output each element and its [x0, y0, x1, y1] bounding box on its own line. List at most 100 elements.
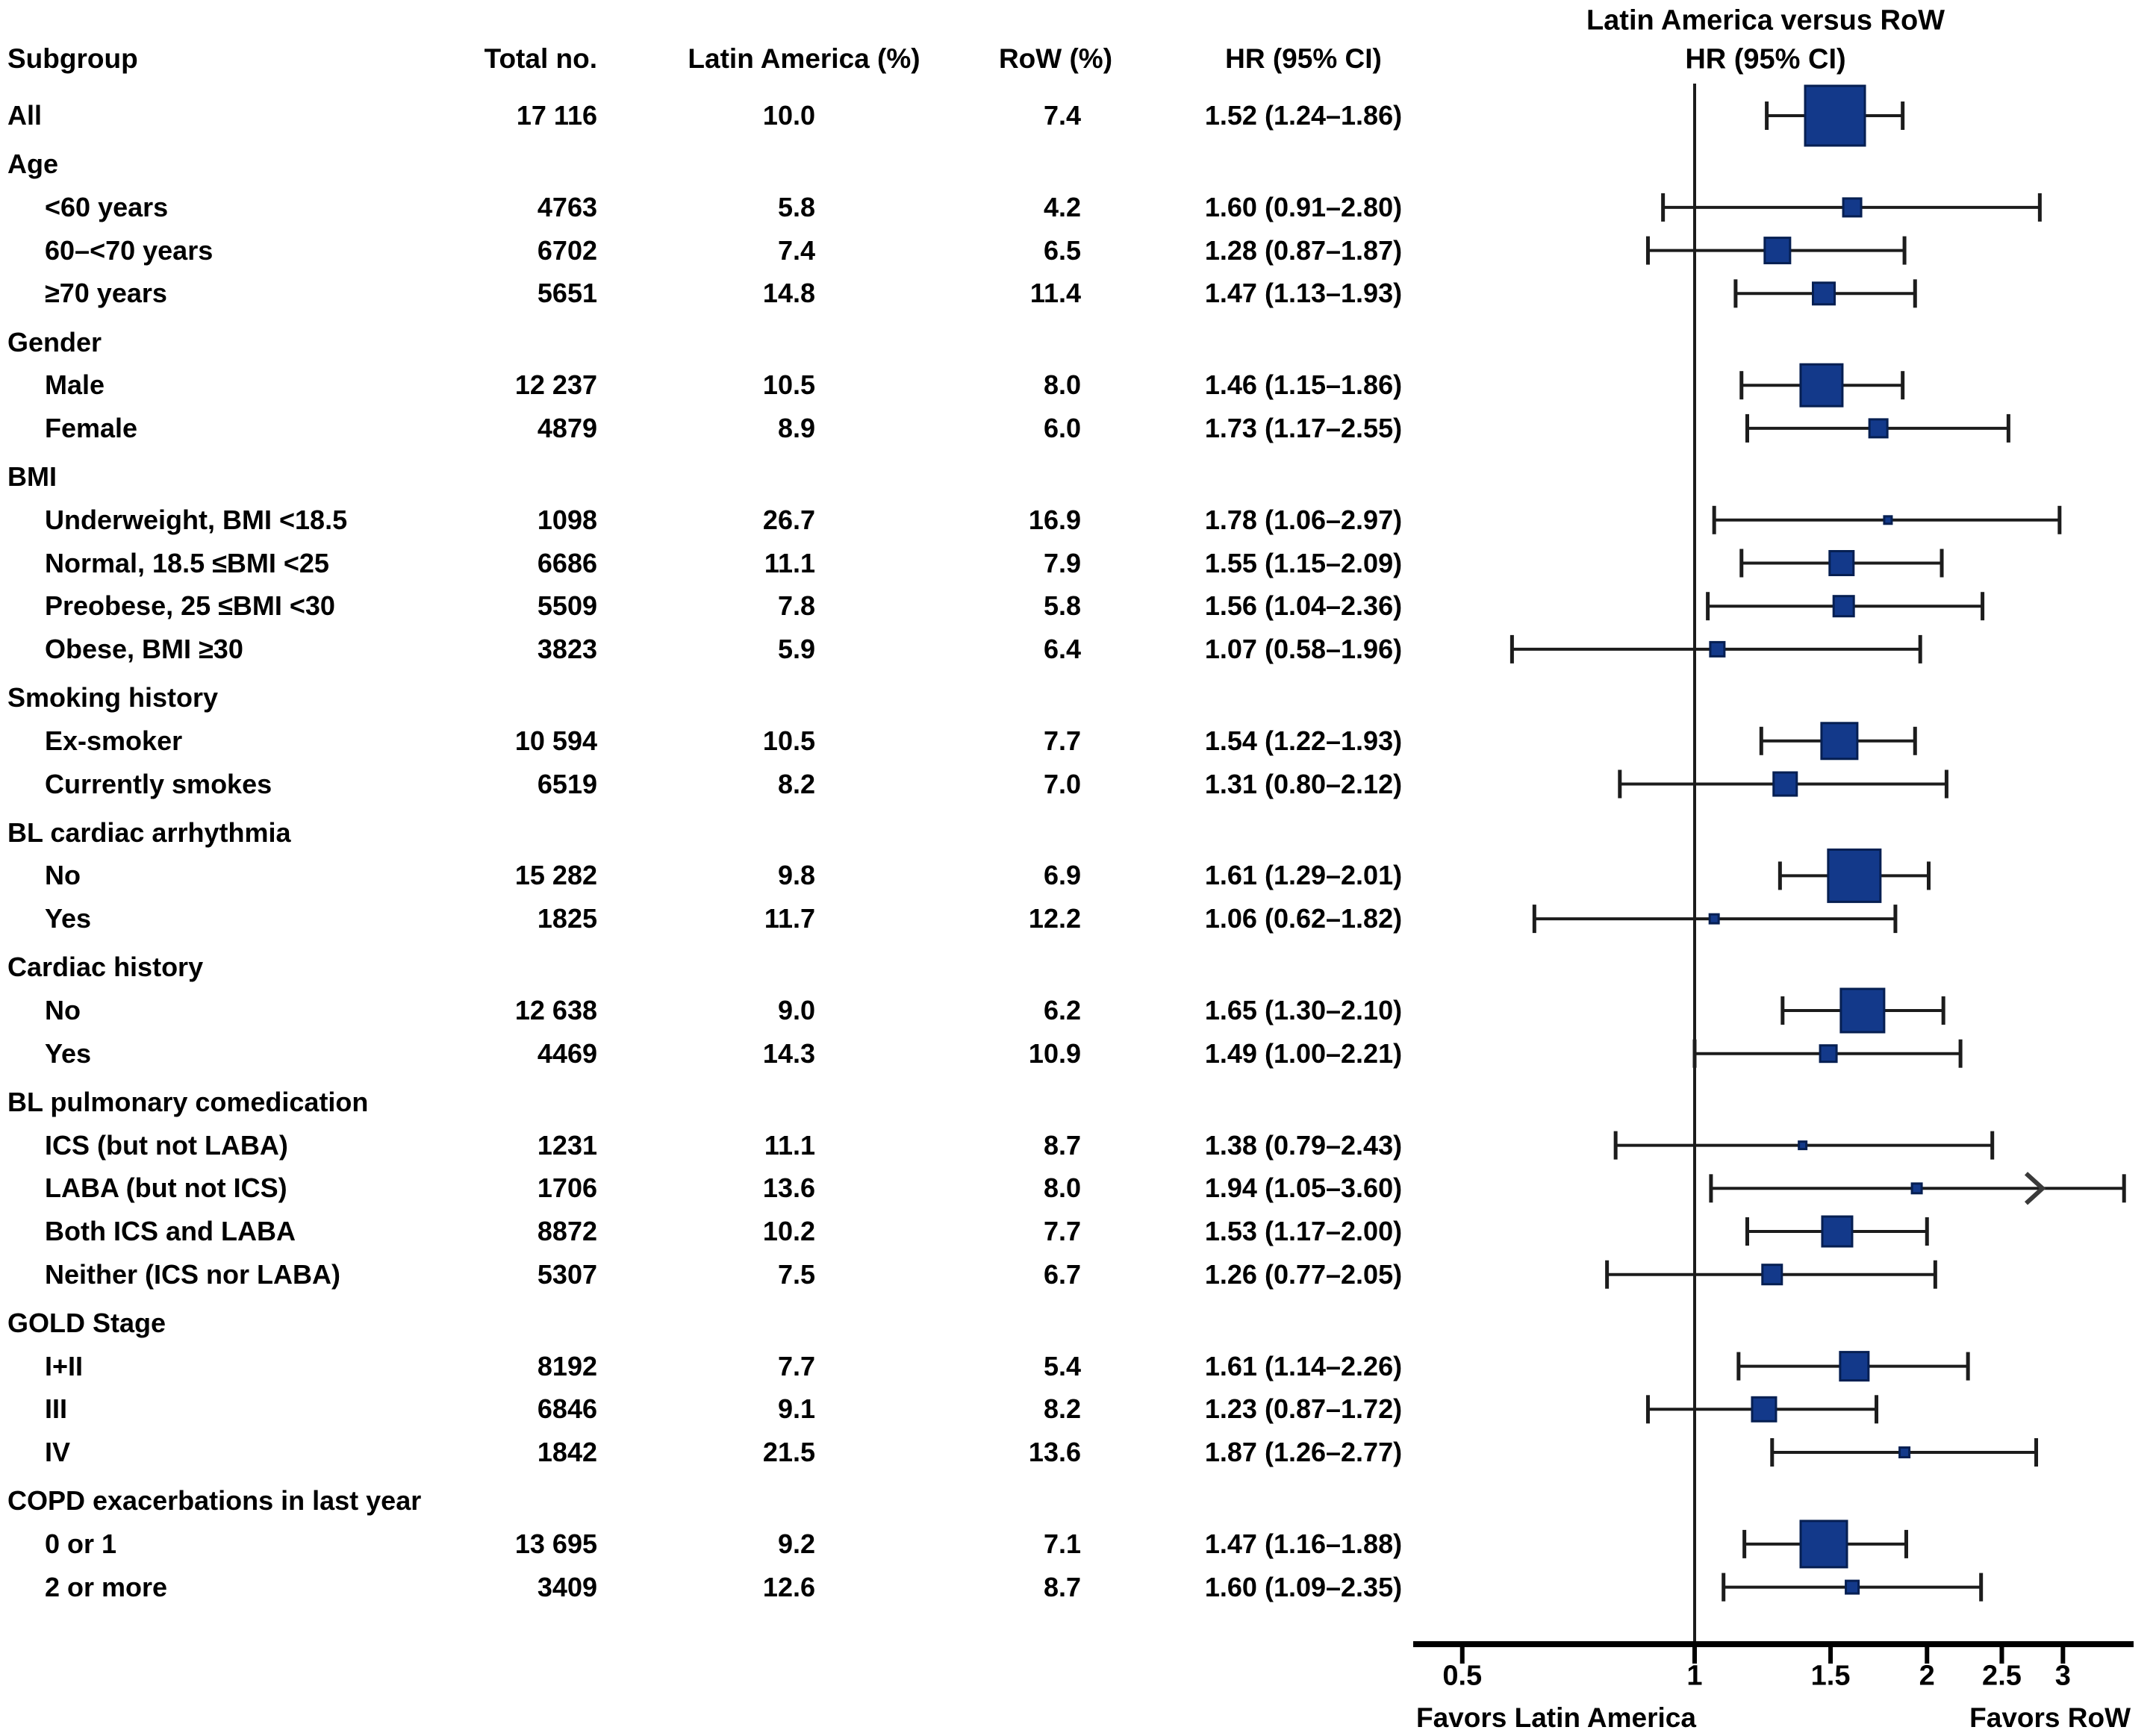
row-pct: 10.9	[1028, 1037, 1081, 1069]
subgroup-label: III	[45, 1393, 68, 1425]
latam-pct: 11.7	[764, 903, 815, 934]
hr-ci-text: 1.06 (0.62–1.82)	[1204, 903, 1403, 934]
section-row: Gender	[0, 321, 1463, 364]
hr-marker	[1828, 550, 1855, 576]
section-row: Smoking history	[0, 676, 1463, 719]
hr-ci-text: 1.52 (1.24–1.86)	[1204, 100, 1403, 131]
latam-pct: 10.2	[762, 1216, 815, 1246]
total-no: 4469	[537, 1037, 597, 1069]
hr-ci-text: 1.31 (0.80–2.12)	[1204, 768, 1403, 799]
row-pct: 8.2	[1043, 1393, 1081, 1425]
latam-pct: 5.8	[777, 191, 815, 222]
row-pct: 5.4	[1043, 1350, 1081, 1381]
hr-marker	[1842, 197, 1863, 218]
hr-ci-text: 1.28 (0.87–1.87)	[1204, 234, 1403, 266]
table-row: 0 or 1 13 695 9.2 7.1 1.47 (1.16–1.88)	[0, 1523, 1463, 1566]
total-no: 10 594	[514, 725, 597, 756]
section-row: Age	[0, 143, 1463, 186]
total-no: 17 116	[516, 100, 597, 131]
hr-marker	[1868, 418, 1889, 439]
section-row: GOLD Stage	[0, 1302, 1463, 1345]
hr-ci-text: 1.87 (1.26–2.77)	[1204, 1437, 1403, 1467]
hr-ci-text: 1.23 (0.87–1.72)	[1204, 1393, 1403, 1425]
total-no: 5509	[537, 590, 597, 622]
hr-ci-text: 1.61 (1.14–2.26)	[1204, 1350, 1403, 1381]
table-row: Ex-smoker 10 594 10.5 7.7 1.54 (1.22–1.93)	[0, 719, 1463, 763]
table-row: Normal, 18.5 ≤BMI <25 6686 11.1 7.9 1.55 (1.…	[0, 542, 1463, 585]
subgroup-label: Ex-smoker	[45, 725, 183, 756]
subgroup-label: 0 or 1	[45, 1528, 117, 1559]
subgroup-label: Neither (ICS nor LABA)	[45, 1258, 340, 1290]
subgroup-label: All	[7, 100, 43, 131]
latam-pct: 12.6	[762, 1571, 815, 1602]
row-pct: 8.7	[1043, 1571, 1081, 1602]
hr-marker	[1751, 1396, 1778, 1423]
total-no: 6846	[537, 1393, 597, 1425]
total-no: 6686	[537, 547, 597, 578]
hr-ci-text: 1.38 (0.79–2.43)	[1204, 1129, 1403, 1161]
subgroup-label: Female	[45, 412, 138, 443]
total-no: 3409	[537, 1571, 597, 1602]
row-pct: 7.1	[1043, 1528, 1081, 1559]
total-no: 5651	[537, 278, 597, 309]
hr-marker	[1821, 1215, 1854, 1248]
hr-ci-text: 1.54 (1.22–1.93)	[1204, 725, 1403, 756]
subgroup-label: Smoking history	[7, 682, 219, 713]
latam-pct: 10.0	[762, 100, 815, 131]
table-row: 60–<70 years 6702 7.4 6.5 1.28 (0.87–1.87)	[0, 229, 1463, 272]
hr-marker	[1709, 640, 1726, 658]
table-row: ICS (but not LABA) 1231 11.1 8.7 1.38 (0.79–…	[0, 1124, 1463, 1167]
hr-marker	[1839, 1351, 1870, 1382]
row-pct: 13.6	[1028, 1437, 1081, 1467]
hr-marker	[1898, 1446, 1911, 1458]
total-no: 1098	[537, 504, 597, 535]
total-no: 12 638	[514, 995, 597, 1025]
column-header-hr-ci: HR (95% CI)	[1225, 43, 1382, 74]
subgroup-label: Preobese, 25 ≤BMI <30	[45, 590, 335, 622]
row-pct: 7.0	[1043, 768, 1081, 799]
hr-ci-text: 1.78 (1.06–2.97)	[1204, 504, 1403, 535]
latam-pct: 21.5	[762, 1437, 815, 1467]
hr-ci-text: 1.07 (0.58–1.96)	[1204, 633, 1403, 664]
hr-ci-text: 1.56 (1.04–2.36)	[1204, 590, 1403, 622]
subgroup-label: GOLD Stage	[7, 1307, 166, 1338]
table-row: Underweight, BMI <18.5 1098 26.7 16.9 1.78 (…	[0, 499, 1463, 542]
row-pct: 7.9	[1043, 547, 1081, 578]
hr-ci-text: 1.46 (1.15–1.86)	[1204, 369, 1403, 401]
subgroup-label: Cardiac history	[7, 952, 204, 983]
latam-pct: 11.1	[764, 547, 815, 578]
table-row: Female 4879 8.9 6.0 1.73 (1.17–2.55)	[0, 407, 1463, 450]
hr-ci-text: 1.55 (1.15–2.09)	[1204, 547, 1403, 578]
axis-tick-label: 2	[1919, 1660, 1935, 1692]
latam-pct: 7.5	[777, 1258, 815, 1290]
axis-tick-label: 1	[1686, 1660, 1703, 1692]
table-row: I+II 8192 7.7 5.4 1.61 (1.14–2.26)	[0, 1345, 1463, 1388]
total-no: 3823	[537, 633, 597, 664]
hr-marker	[1798, 1140, 1808, 1151]
hr-ci-text: 1.60 (0.91–2.80)	[1204, 191, 1403, 222]
latam-pct: 7.4	[777, 234, 815, 266]
latam-pct: 9.1	[777, 1393, 815, 1425]
latam-pct: 14.3	[762, 1037, 815, 1069]
latam-pct: 26.7	[762, 504, 815, 535]
total-no: 5307	[537, 1258, 597, 1290]
hr-marker	[1799, 363, 1844, 407]
hr-ci-text: 1.73 (1.17–2.55)	[1204, 412, 1403, 443]
hr-ci-text: 1.49 (1.00–2.21)	[1204, 1037, 1403, 1069]
axis-tick-label: 2.5	[1982, 1660, 2022, 1692]
hr-marker	[1763, 237, 1792, 265]
row-pct: 7.7	[1043, 1216, 1081, 1246]
table-row: Yes 4469 14.3 10.9 1.49 (1.00–2.21)	[0, 1032, 1463, 1075]
subgroup-label: Male	[45, 369, 105, 401]
plot-title-line1: Latin America versus RoW	[1586, 4, 1945, 37]
total-no: 15 282	[514, 860, 597, 891]
subgroup-label: Yes	[45, 903, 92, 934]
total-no: 4763	[537, 191, 597, 222]
table-row: <60 years 4763 5.8 4.2 1.60 (0.91–2.80)	[0, 186, 1463, 229]
latam-pct: 7.8	[777, 590, 815, 622]
table-row: Both ICS and LABA 8872 10.2 7.7 1.53 (1.17–2…	[0, 1210, 1463, 1253]
total-no: 8192	[537, 1350, 597, 1381]
total-no: 6702	[537, 234, 597, 266]
hr-marker	[1883, 515, 1893, 525]
